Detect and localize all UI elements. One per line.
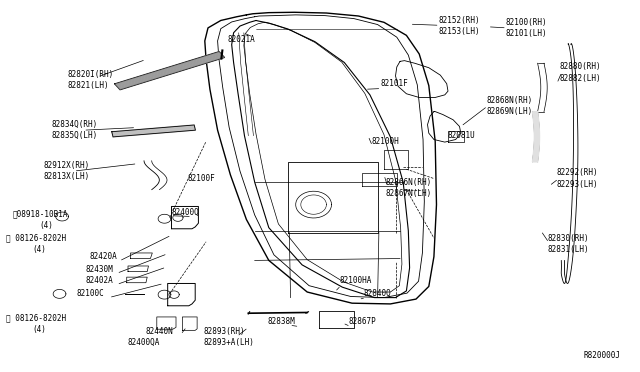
Text: 82100HA: 82100HA (339, 276, 372, 285)
Text: 82100H: 82100H (371, 137, 399, 146)
Text: 82813X(LH): 82813X(LH) (44, 172, 90, 181)
Text: 82402A: 82402A (85, 276, 113, 285)
Text: 82101F: 82101F (381, 79, 408, 88)
Text: 82835Q(LH): 82835Q(LH) (51, 131, 97, 140)
Text: 82101(LH): 82101(LH) (506, 29, 547, 38)
Text: 82440N: 82440N (146, 327, 173, 336)
Text: ⓝ08918-10B1A: ⓝ08918-10B1A (13, 209, 68, 218)
Text: R820000J: R820000J (584, 351, 621, 360)
Text: (4): (4) (32, 245, 46, 254)
Text: 82100(RH): 82100(RH) (506, 18, 547, 27)
Text: 82893(RH): 82893(RH) (204, 327, 245, 336)
Text: 82100F: 82100F (188, 174, 215, 183)
Text: 82293(LH): 82293(LH) (557, 180, 598, 189)
Text: Ⓑ 08126-8202H: Ⓑ 08126-8202H (6, 314, 67, 323)
Text: 82152(RH): 82152(RH) (438, 16, 480, 25)
Text: 82021A: 82021A (227, 35, 255, 44)
Text: 82831(LH): 82831(LH) (547, 245, 589, 254)
Text: 82400QA: 82400QA (128, 338, 161, 347)
Text: 82912X(RH): 82912X(RH) (44, 161, 90, 170)
Text: 82866N(RH): 82866N(RH) (386, 178, 432, 187)
Text: 82880(RH): 82880(RH) (560, 62, 602, 71)
Text: 82834Q(RH): 82834Q(RH) (51, 120, 97, 129)
Text: 82420A: 82420A (90, 252, 117, 261)
Text: (4): (4) (32, 325, 46, 334)
Polygon shape (112, 125, 195, 137)
Text: 82840Q: 82840Q (364, 289, 391, 298)
Text: 82830(RH): 82830(RH) (547, 234, 589, 243)
Text: 82893+A(LH): 82893+A(LH) (204, 338, 254, 347)
Text: Ⓑ 08126-8202H: Ⓑ 08126-8202H (6, 234, 67, 243)
Text: 82838M: 82838M (268, 317, 295, 326)
Polygon shape (115, 52, 225, 90)
Text: 82400Q: 82400Q (172, 208, 199, 217)
Text: 82153(LH): 82153(LH) (438, 27, 480, 36)
Text: 82821(LH): 82821(LH) (67, 81, 109, 90)
Polygon shape (532, 112, 540, 162)
Text: 82820I(RH): 82820I(RH) (67, 70, 113, 79)
Text: (4): (4) (40, 221, 54, 230)
Text: 82869N(LH): 82869N(LH) (486, 107, 532, 116)
Text: 82868N(RH): 82868N(RH) (486, 96, 532, 105)
Text: 82430M: 82430M (85, 265, 113, 274)
Text: 82867N(LH): 82867N(LH) (386, 189, 432, 198)
Text: 82100C: 82100C (77, 289, 104, 298)
Text: 82867P: 82867P (349, 317, 376, 326)
Text: 82081U: 82081U (448, 131, 476, 140)
Text: 82882(LH): 82882(LH) (560, 74, 602, 83)
Text: 82292(RH): 82292(RH) (557, 169, 598, 177)
